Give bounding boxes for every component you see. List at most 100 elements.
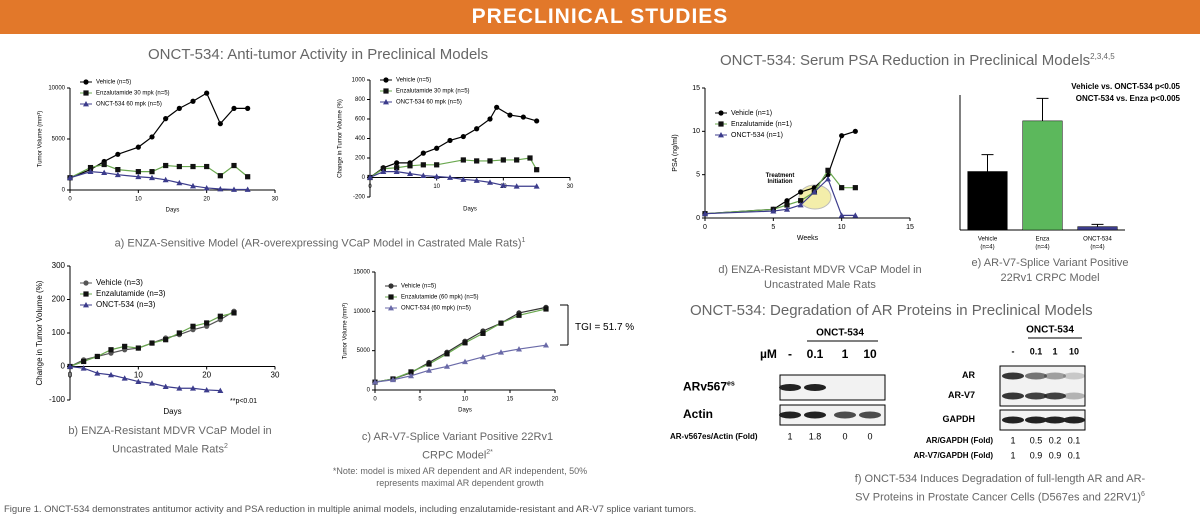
- legend-marker: [388, 305, 394, 311]
- marker: [433, 173, 440, 179]
- marker: [135, 378, 142, 384]
- marker: [514, 157, 520, 163]
- x-tick-label: 10: [838, 224, 846, 231]
- marker: [81, 358, 87, 365]
- marker: [838, 212, 845, 218]
- x-tick-note: (n=4): [980, 245, 994, 251]
- quant-value: 0.9: [1030, 450, 1043, 460]
- marker: [480, 330, 486, 336]
- marker: [426, 361, 432, 367]
- superscript: 2*: [486, 449, 493, 456]
- blot-band: [1044, 372, 1066, 380]
- blot-band: [1025, 392, 1047, 400]
- x-tick-label: 10: [433, 184, 440, 190]
- annotation: Treatment Initiation: [765, 173, 795, 185]
- marker: [204, 320, 210, 326]
- marker: [176, 179, 183, 186]
- x-tick-note: (n=4): [1090, 245, 1104, 251]
- superscript: 6: [1141, 491, 1145, 498]
- marker: [394, 165, 400, 171]
- legend-label: Vehicle (n=1): [731, 110, 772, 117]
- marker: [460, 133, 466, 140]
- marker: [770, 208, 777, 214]
- y-tick-label: 400: [355, 136, 366, 142]
- caption: a) ENZA-Sensitive Model (AR-overexpressi…: [60, 233, 580, 252]
- stat-note: Vehicle vs. ONCT-534 p<0.05: [1071, 82, 1180, 91]
- marker: [516, 312, 522, 318]
- band-label: Actin: [683, 407, 713, 421]
- x-tick-label: 15: [507, 397, 514, 403]
- quant-value: 1: [787, 431, 792, 441]
- marker: [204, 163, 210, 170]
- blot-band: [1002, 416, 1024, 424]
- marker: [163, 116, 169, 122]
- bar: [1077, 226, 1118, 231]
- marker: [784, 206, 790, 212]
- marker: [852, 128, 858, 134]
- error-bar: [981, 154, 994, 172]
- legend-marker: [83, 90, 89, 96]
- marker: [543, 306, 549, 312]
- x-tick-label: 5: [418, 397, 422, 403]
- marker: [190, 163, 196, 170]
- marker: [135, 169, 141, 175]
- marker: [245, 105, 251, 111]
- marker: [94, 353, 100, 360]
- error-bar: [1036, 97, 1049, 121]
- marker: [121, 375, 128, 381]
- marker: [87, 168, 94, 175]
- blot-band: [1044, 392, 1066, 400]
- marker: [190, 182, 196, 189]
- marker: [149, 380, 155, 386]
- x-axis-label: Days: [166, 208, 180, 214]
- marker: [176, 330, 182, 336]
- marker: [203, 184, 210, 191]
- caption-text: b) ENZA-Resistant MDVR VCaP Model in Unc…: [68, 425, 272, 456]
- marker: [520, 114, 526, 120]
- marker: [217, 313, 223, 319]
- quant-value: 0: [842, 431, 847, 441]
- x-tick-label: 0: [68, 197, 72, 203]
- y-axis-label: Change in Tumor Volume (%): [35, 280, 44, 385]
- marker: [420, 150, 426, 156]
- marker: [474, 158, 480, 164]
- marker: [500, 157, 506, 163]
- marker: [149, 174, 155, 181]
- x-axis-label: Days: [458, 408, 472, 414]
- legend-label: Vehicle (n=3): [96, 278, 143, 287]
- treatment-label: ONCT-534: [816, 328, 864, 339]
- marker: [543, 342, 549, 348]
- marker: [798, 189, 804, 195]
- quant-value: 0.1: [1068, 450, 1081, 460]
- marker: [231, 186, 237, 192]
- marker: [798, 198, 804, 204]
- band-label: AR-V7: [948, 390, 975, 400]
- legend-label: ONCT-534 (n=1): [731, 132, 783, 139]
- y-tick-label: 200: [52, 295, 66, 304]
- marker: [380, 168, 387, 175]
- marker: [190, 323, 196, 329]
- legend-label: ONCT-534 (60 mpk) (n=5): [401, 306, 471, 312]
- legend-label: Enzalutamide 30 mpk (n=5): [96, 91, 170, 97]
- marker: [444, 363, 450, 369]
- y-tick-label: 5: [696, 172, 700, 179]
- lane-label: -: [788, 347, 792, 361]
- highlight: [798, 184, 832, 210]
- marker: [420, 172, 427, 178]
- x-tick-label: 30: [272, 197, 279, 203]
- x-tick-label: 15: [906, 224, 914, 231]
- marker: [217, 387, 224, 394]
- quant-label: AR-v567es/Actin (Fold): [670, 432, 758, 441]
- band-name: GAPDH: [942, 414, 975, 424]
- legend-label: Vehicle (n=5): [396, 78, 431, 84]
- marker: [797, 202, 804, 208]
- x-tick-label: Enza: [1036, 237, 1050, 243]
- marker: [176, 163, 182, 170]
- marker: [460, 176, 467, 182]
- marker: [101, 161, 107, 168]
- blot-band: [1025, 372, 1047, 380]
- series-line: [69, 365, 221, 392]
- x-tick-label: 0: [68, 371, 73, 380]
- x-tick-label: 30: [567, 184, 574, 190]
- marker: [811, 189, 818, 195]
